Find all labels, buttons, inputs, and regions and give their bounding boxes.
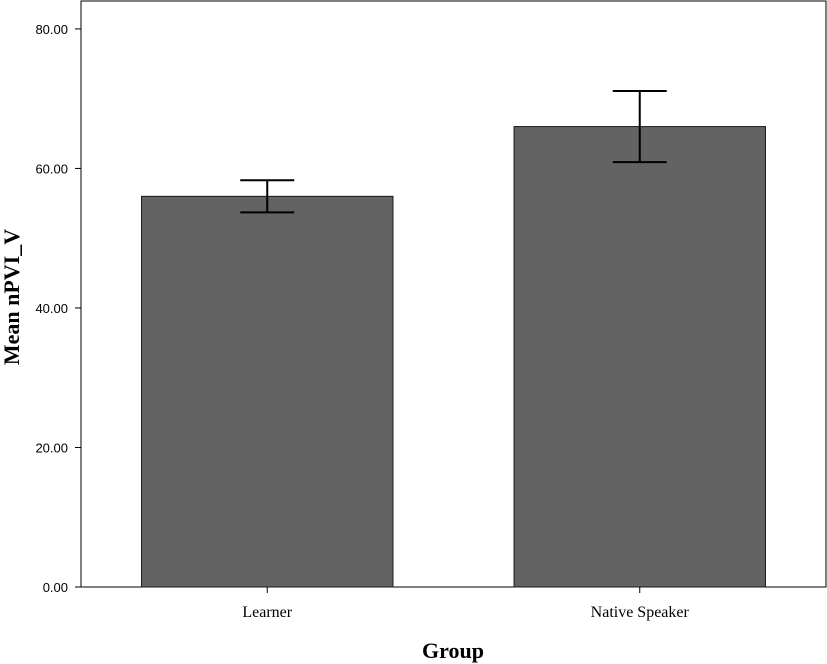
y-tick-label: 20.00 (35, 440, 68, 455)
x-tick-label: Learner (242, 604, 292, 621)
y-tick-label: 60.00 (35, 161, 68, 176)
bar-learner (141, 195, 394, 588)
error-bars-group (240, 89, 667, 214)
y-axis-title: Mean nPVI_V (0, 229, 24, 365)
x-axis-ticks: Learner Native Speaker (242, 587, 690, 621)
x-tick-label: Native Speaker (591, 604, 690, 621)
bar-native-speaker (513, 126, 766, 588)
x-axis-title: Group (422, 638, 484, 663)
y-tick-label: 40.00 (35, 301, 68, 316)
y-axis-ticks: 0.00 20.00 40.00 60.00 80.00 (35, 22, 81, 595)
y-tick-label: 0.00 (43, 580, 68, 595)
y-tick-label: 80.00 (35, 22, 68, 37)
